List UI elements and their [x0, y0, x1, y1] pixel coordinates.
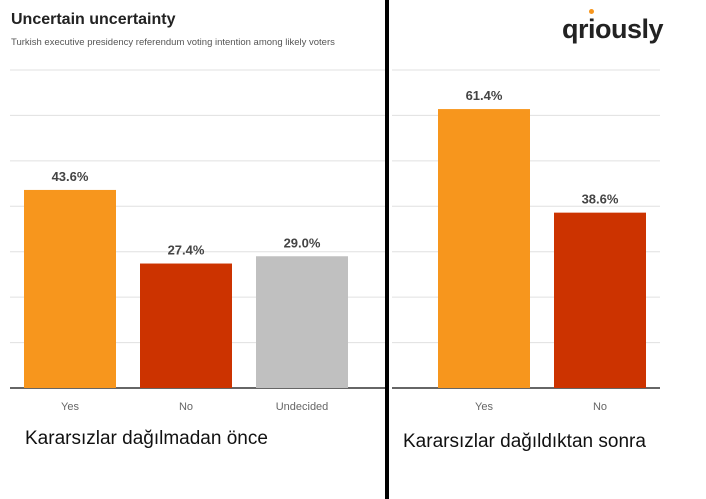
- qriously-logo: qriously: [562, 14, 664, 44]
- left-bar-yes: [24, 189, 116, 388]
- chart-title: Uncertain uncertainty: [11, 11, 176, 28]
- left-category-label: Yes: [61, 401, 79, 413]
- left-bar-undecided: [256, 256, 348, 388]
- left-category-label: No: [179, 401, 193, 413]
- right-bar-no: [554, 212, 646, 388]
- caption-before: Kararsızlar dağılmadan önce: [25, 428, 268, 449]
- right-bar-yes: [438, 109, 530, 388]
- panel-divider: [385, 0, 389, 499]
- right-value-label: 38.6%: [582, 192, 619, 207]
- left-bar-chart: 43.6% Yes 27.4% No 29.0% Undecided: [10, 69, 385, 413]
- chart-subtitle: Turkish executive presidency referendum …: [11, 37, 335, 48]
- left-category-label: Undecided: [276, 401, 329, 413]
- right-category-label: Yes: [475, 401, 493, 413]
- caption-after: Kararsızlar dağıldıktan sonra: [403, 431, 646, 452]
- logo-dot-icon: [589, 9, 594, 14]
- right-value-label: 61.4%: [466, 88, 503, 103]
- left-value-label: 27.4%: [168, 243, 205, 258]
- right-category-label: No: [593, 401, 607, 413]
- left-value-label: 43.6%: [52, 169, 89, 184]
- left-bar-no: [140, 263, 232, 388]
- left-value-label: 29.0%: [284, 235, 321, 250]
